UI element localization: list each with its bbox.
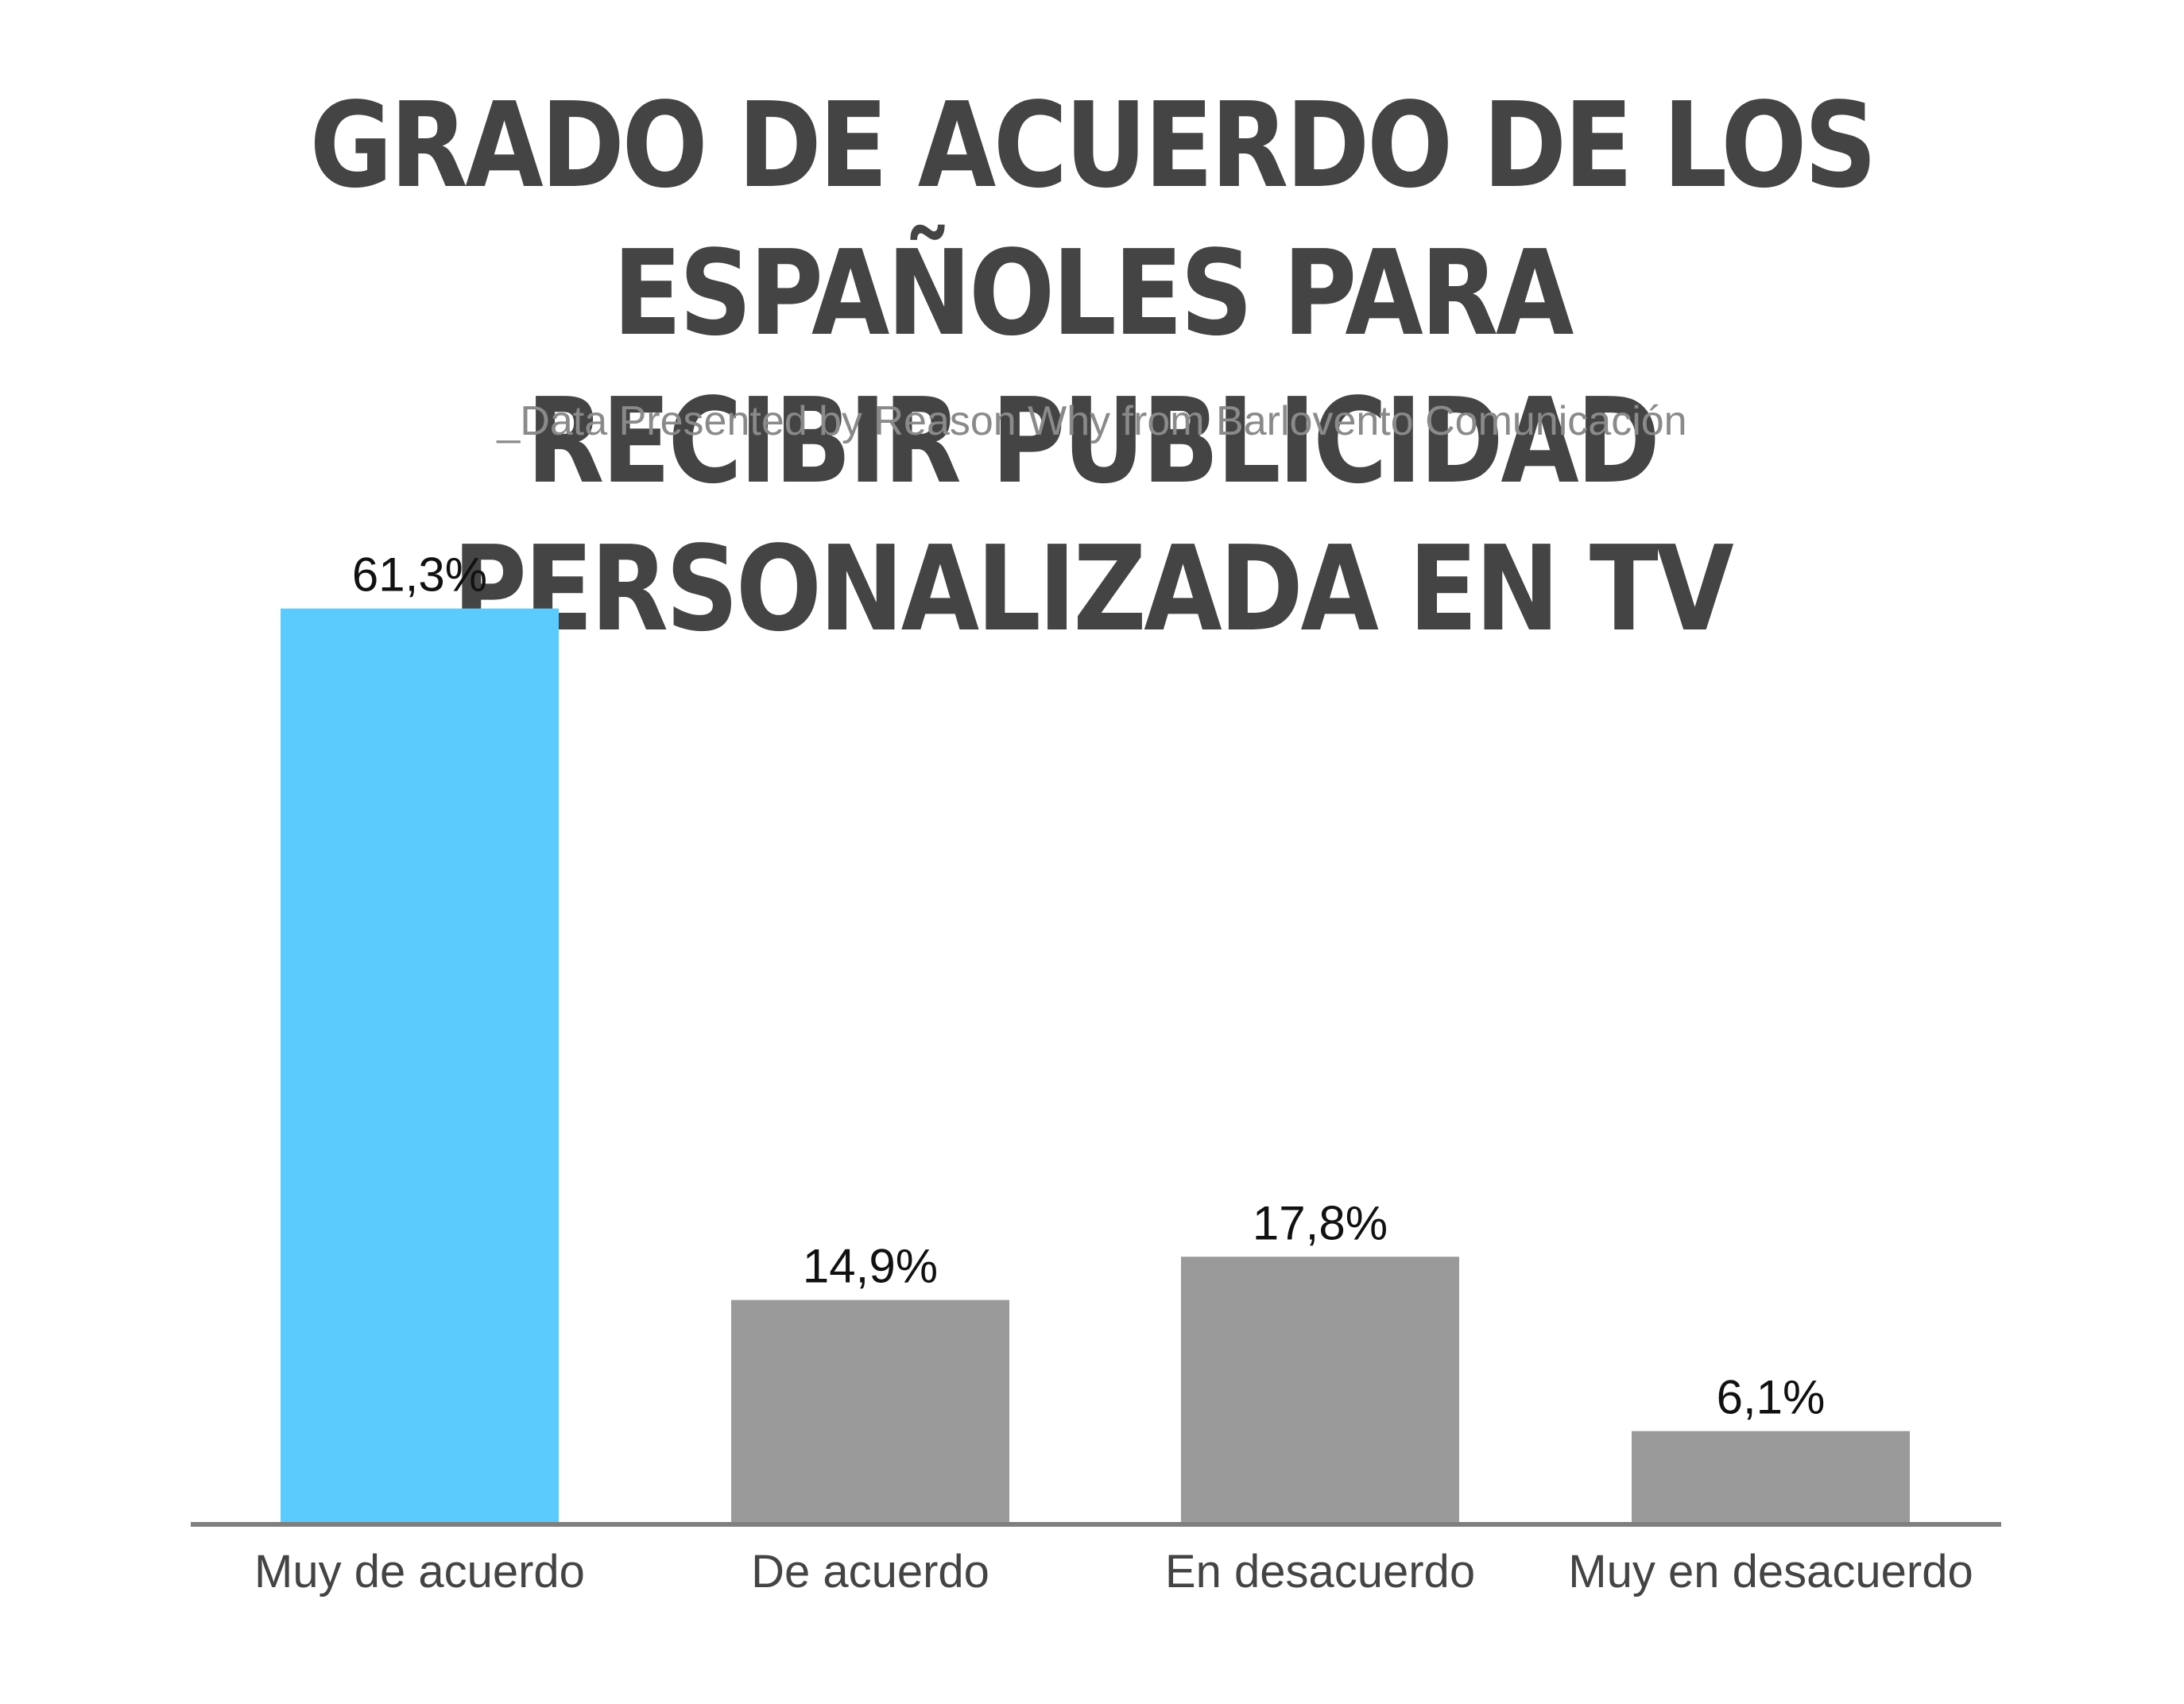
data-label: 14,9% xyxy=(803,1240,938,1293)
bar-de-acuerdo xyxy=(731,1299,1009,1522)
chart-title-line-2: RECIBIR PUBLICIDAD PERSONALIZADA EN TV xyxy=(452,373,1734,657)
category-label: Muy de acuerdo xyxy=(254,1546,585,1598)
category-label: En desacuerdo xyxy=(1165,1546,1475,1598)
data-label: 61,3% xyxy=(352,548,487,602)
chart-subtitle: _Data Presented by Reason Why from Barlo… xyxy=(497,398,1687,444)
data-label: 6,1% xyxy=(1717,1371,1826,1424)
bar-en-desacuerdo xyxy=(1181,1257,1459,1522)
data-label: 17,8% xyxy=(1253,1196,1388,1249)
bar-muy-en-desacuerdo xyxy=(1632,1431,1910,1522)
chart-title-line-1: GRADO DE ACUERDO DE LOS ESPAÑOLES PARA xyxy=(309,77,1877,362)
category-label: Muy en desacuerdo xyxy=(1568,1546,1973,1598)
bar-muy-de-acuerdo xyxy=(281,608,559,1522)
category-label: De acuerdo xyxy=(751,1546,989,1598)
chart-title: GRADO DE ACUERDO DE LOS ESPAÑOLES PARA R… xyxy=(153,72,2031,663)
